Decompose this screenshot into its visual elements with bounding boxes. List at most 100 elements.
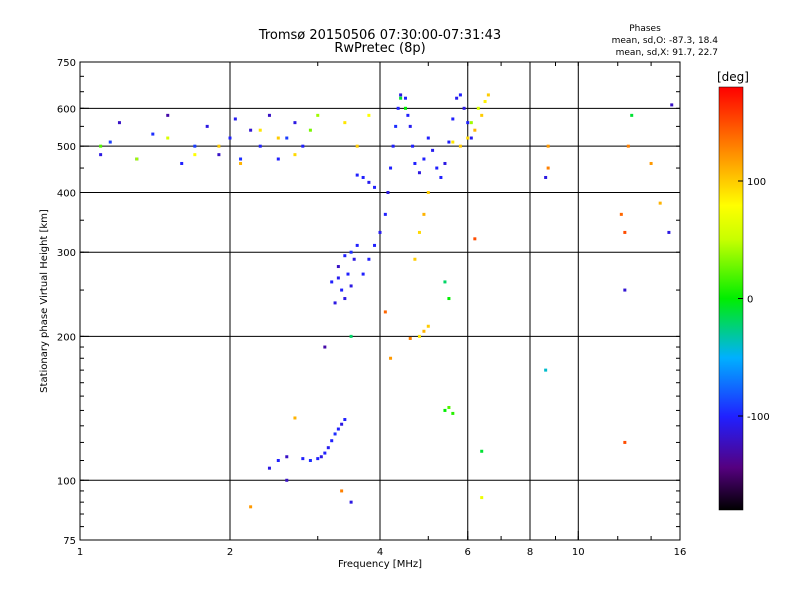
x-tick-label: 8 — [527, 547, 533, 558]
data-point — [422, 157, 426, 161]
data-point — [443, 408, 447, 412]
data-point — [193, 153, 197, 157]
data-point — [99, 153, 103, 157]
data-point — [447, 297, 451, 301]
data-point — [623, 230, 627, 234]
y-tick-label: 400 — [57, 188, 76, 199]
plot-area: 1 2 4 6 8 10 16 75 100 200 300 400 500 600 750 — [57, 58, 686, 558]
data-point — [411, 144, 415, 148]
data-point — [276, 458, 280, 462]
data-point — [396, 106, 400, 110]
gridlines — [80, 62, 680, 540]
data-point — [439, 175, 443, 179]
data-point — [239, 161, 243, 165]
data-point — [623, 440, 627, 444]
data-point — [626, 144, 630, 148]
data-point — [373, 185, 377, 189]
data-point — [435, 166, 439, 170]
stats-heading: Phases — [629, 24, 661, 34]
data-point — [406, 113, 410, 117]
data-point — [469, 121, 473, 125]
data-point — [285, 136, 289, 140]
data-point — [333, 301, 337, 305]
data-point — [431, 148, 435, 152]
data-point — [217, 144, 221, 148]
data-point — [323, 345, 327, 349]
data-point — [417, 334, 421, 338]
colorbar-tick-label: 0 — [747, 295, 753, 306]
stats-line-x: mean, sd,X: 91.7, 22.7 — [616, 48, 718, 58]
data-points — [99, 93, 674, 509]
data-point — [367, 180, 371, 184]
colorbar-tick-label: -100 — [747, 412, 770, 423]
data-point — [326, 446, 330, 450]
data-point — [340, 422, 344, 426]
data-point — [367, 113, 371, 117]
data-point — [249, 505, 253, 509]
data-point — [483, 100, 487, 104]
data-point — [293, 121, 297, 125]
data-point — [389, 356, 393, 360]
data-point — [349, 500, 353, 504]
data-point — [166, 113, 170, 117]
data-point — [462, 106, 466, 110]
data-point — [336, 276, 340, 280]
data-point — [422, 329, 426, 333]
data-point — [258, 128, 262, 132]
data-point — [117, 121, 121, 125]
data-point — [466, 136, 470, 140]
data-point — [422, 212, 426, 216]
x-axis: 1 2 4 6 8 10 16 — [77, 62, 686, 558]
data-point — [293, 153, 297, 157]
data-point — [386, 190, 390, 194]
data-point — [443, 161, 447, 165]
x-tick-label: 1 — [77, 547, 83, 558]
data-point — [285, 478, 289, 482]
colorbar-tick-label: 100 — [747, 177, 766, 188]
data-point — [346, 272, 350, 276]
data-point — [340, 489, 344, 493]
data-point — [378, 230, 382, 234]
data-point — [480, 496, 484, 500]
data-point — [336, 265, 340, 269]
data-point — [667, 230, 671, 234]
data-point — [239, 157, 243, 161]
data-point — [367, 257, 371, 261]
y-tick-label: 100 — [57, 476, 76, 487]
data-point — [301, 457, 305, 461]
data-point — [476, 106, 480, 110]
data-point — [426, 324, 430, 328]
colorbar-ticks: -100 0 100 — [738, 177, 770, 423]
data-point — [267, 466, 271, 470]
data-point — [619, 212, 623, 216]
data-point — [135, 157, 139, 161]
data-point — [333, 432, 337, 436]
x-tick-label: 2 — [227, 547, 233, 558]
data-point — [301, 144, 305, 148]
data-point — [166, 136, 170, 140]
data-point — [340, 288, 344, 292]
data-point — [546, 166, 550, 170]
data-point — [349, 334, 353, 338]
y-axis-label: Stationary phase Virtual Height [km] — [39, 209, 50, 393]
data-point — [99, 144, 103, 148]
data-point — [276, 136, 280, 140]
data-point — [451, 411, 455, 415]
data-point — [267, 113, 271, 117]
data-point — [343, 418, 347, 422]
data-point — [343, 297, 347, 301]
data-point — [480, 113, 484, 117]
data-point — [630, 113, 634, 117]
data-point — [408, 336, 412, 340]
y-tick-label: 600 — [57, 104, 76, 115]
data-point — [399, 93, 403, 97]
y-tick-label: 75 — [63, 536, 76, 547]
data-point — [546, 144, 550, 148]
data-point — [486, 93, 490, 97]
data-point — [361, 272, 365, 276]
data-point — [544, 368, 548, 372]
data-point — [349, 284, 353, 288]
data-point — [458, 144, 462, 148]
data-point — [361, 175, 365, 179]
data-point — [355, 173, 359, 177]
